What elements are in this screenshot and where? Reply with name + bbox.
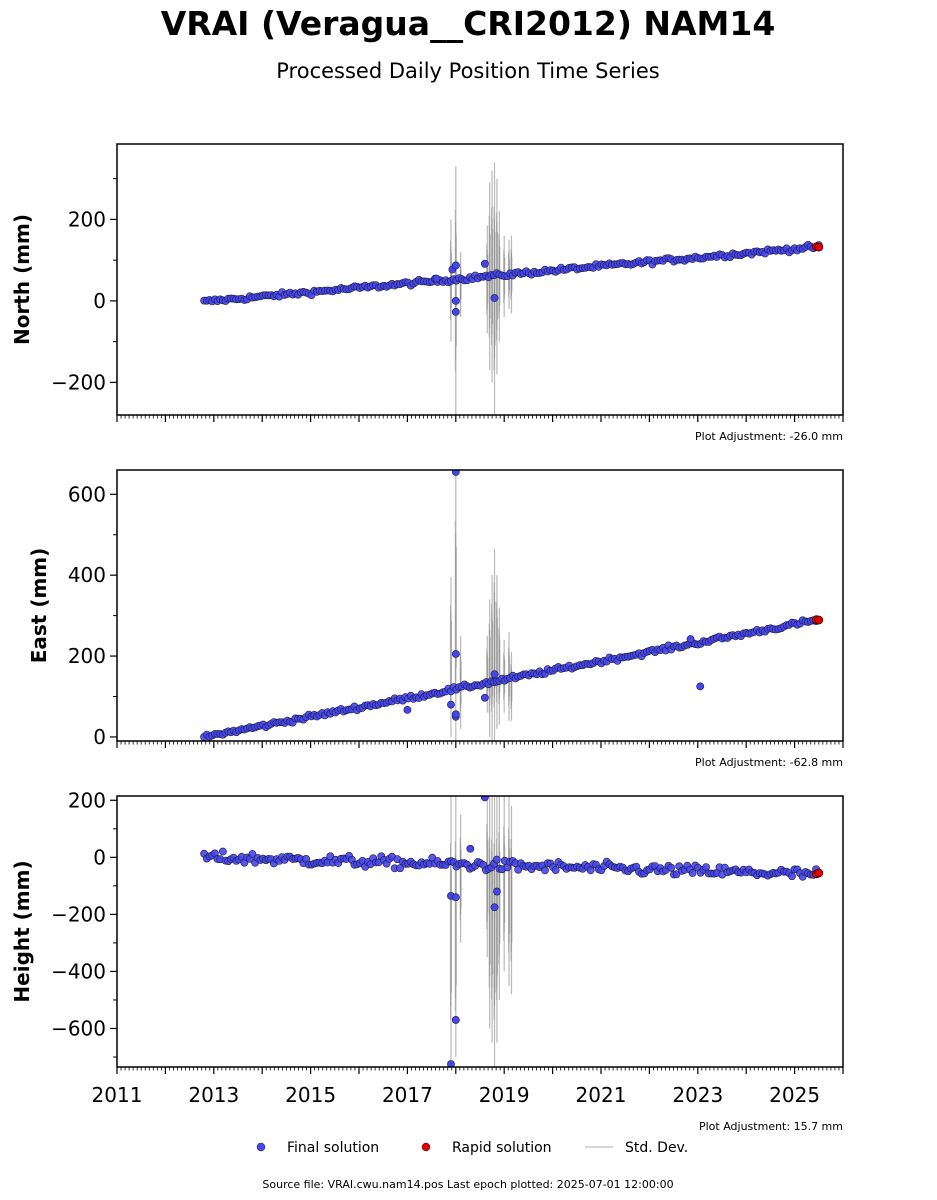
final-point	[451, 261, 460, 270]
y-axis-label: North (mm)	[10, 214, 34, 345]
final-point	[451, 296, 460, 305]
x-tick-label: 2019	[479, 1083, 530, 1107]
chart-title: VRAI (Veragua__CRI2012) NAM14	[161, 4, 776, 43]
final-point	[396, 864, 404, 873]
final-point	[493, 887, 501, 896]
plot-adjustment-label: Plot Adjustment: -62.8 mm	[695, 756, 843, 769]
x-tick-label: 2023	[672, 1083, 723, 1107]
y-tick-label: −600	[51, 1016, 106, 1040]
y-tick-label: −200	[51, 902, 106, 926]
final-point	[490, 294, 499, 302]
axes-frame	[116, 795, 844, 1068]
east-panel: 0 200 400 600 East (mm) Plot Adjustment: -62.…	[27, 469, 844, 769]
y-tick-label: 600	[68, 482, 106, 506]
source-footer: Source file: VRAI.cwu.nam14.pos Last epo…	[262, 1178, 673, 1191]
final-point	[492, 855, 501, 864]
final-point	[451, 710, 460, 719]
plot-area	[200, 162, 824, 415]
plot-adjustment-label: Plot Adjustment: 15.7 mm	[699, 1120, 843, 1133]
x-tick-label: 2015	[285, 1083, 336, 1107]
rapid-point	[814, 868, 824, 878]
final-point	[451, 1016, 460, 1024]
height-panel: −600 −400 −200 0 200 2011 2013 2015 2017 2019 2021…	[10, 788, 844, 1133]
legend-final-marker	[256, 1142, 266, 1152]
final-point	[686, 635, 695, 643]
legend-stddev-label: Std. Dev.	[625, 1140, 688, 1156]
final-point	[480, 796, 489, 802]
final-point	[490, 903, 499, 912]
y-tick-label: 0	[93, 289, 106, 313]
x-tick-label: 2013	[188, 1083, 239, 1107]
y-axis-label: East (mm)	[27, 548, 51, 664]
legend: Final solution Rapid solution Std. Dev.	[256, 1140, 688, 1156]
final-point	[480, 259, 489, 268]
rapid-point	[814, 242, 824, 252]
legend-rapid-marker	[421, 1142, 431, 1152]
rapid-point	[814, 615, 824, 625]
plot-area	[200, 796, 824, 1067]
x-tick-label: 2011	[92, 1083, 143, 1107]
legend-final-label: Final solution	[287, 1140, 379, 1156]
final-point	[451, 470, 460, 476]
y-axis-label: Height (mm)	[10, 860, 34, 1002]
final-point	[447, 1060, 455, 1067]
axes-frame	[116, 469, 844, 742]
y-tick-label: 200	[68, 207, 106, 231]
final-point	[667, 863, 676, 872]
final-point	[541, 866, 549, 875]
x-tick-label: 2021	[576, 1083, 627, 1107]
final-point	[788, 872, 796, 881]
final-point	[451, 893, 460, 902]
plot-adjustment-label: Plot Adjustment: -26.0 mm	[695, 430, 843, 443]
final-point	[451, 307, 460, 316]
final-point	[447, 700, 455, 709]
final-point	[688, 869, 697, 877]
final-point	[218, 847, 227, 856]
x-tick-label: 2025	[769, 1083, 820, 1107]
y-tick-label: 200	[68, 788, 106, 812]
final-point	[490, 670, 499, 679]
y-tick-label: 0	[93, 845, 106, 869]
y-tick-label: −200	[51, 370, 106, 394]
final-point	[403, 705, 412, 714]
final-point	[248, 850, 257, 858]
final-point	[551, 866, 560, 874]
final-point	[466, 844, 475, 853]
y-tick-label: −400	[51, 959, 106, 983]
north-panel: −200 0 200 North (mm) Plot Adjustment: -26.0…	[10, 143, 844, 443]
legend-rapid-label: Rapid solution	[452, 1140, 552, 1156]
final-point	[451, 650, 460, 658]
chart-subtitle: Processed Daily Position Time Series	[276, 59, 660, 83]
x-tick-label: 2017	[382, 1083, 433, 1107]
plot-area	[200, 470, 824, 741]
final-point	[432, 274, 441, 283]
y-tick-label: 400	[68, 563, 106, 587]
y-tick-label: 0	[93, 725, 106, 749]
final-point	[696, 682, 705, 691]
final-point	[480, 693, 489, 702]
y-tick-label: 200	[68, 644, 106, 668]
